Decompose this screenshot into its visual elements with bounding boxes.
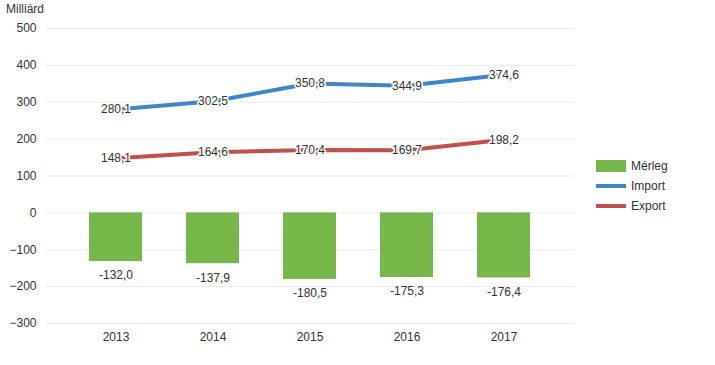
svg-text:-137,9: -137,9 bbox=[196, 271, 230, 285]
svg-text:302,5: 302,5 bbox=[198, 94, 228, 108]
svg-text:400: 400 bbox=[16, 58, 36, 72]
svg-text:170,4: 170,4 bbox=[295, 143, 325, 157]
svg-text:148,1: 148,1 bbox=[101, 151, 131, 165]
svg-text:2015: 2015 bbox=[297, 330, 324, 344]
svg-text:344,9: 344,9 bbox=[392, 79, 422, 93]
svg-text:280,1: 280,1 bbox=[101, 102, 131, 116]
svg-text:100: 100 bbox=[16, 169, 36, 183]
svg-text:169,7: 169,7 bbox=[392, 143, 422, 157]
html-text:Milliárd: Milliárd bbox=[6, 2, 44, 16]
svg-text:-176,4: -176,4 bbox=[487, 285, 521, 299]
svg-text:500: 500 bbox=[16, 21, 36, 35]
svg-text:350,8: 350,8 bbox=[295, 76, 325, 90]
html-text:Mérleg: Mérleg bbox=[631, 158, 668, 173]
svg-text:-132,0: -132,0 bbox=[99, 268, 133, 282]
svg-text:2017: 2017 bbox=[491, 330, 518, 344]
svg-text:2013: 2013 bbox=[103, 330, 130, 344]
svg-text:−300: −300 bbox=[9, 316, 36, 330]
svg-text:198,2: 198,2 bbox=[489, 133, 519, 147]
svg-text:-180,5: -180,5 bbox=[293, 286, 327, 300]
svg-text:2016: 2016 bbox=[394, 330, 421, 344]
svg-text:2014: 2014 bbox=[200, 330, 227, 344]
html-text:Export: Export bbox=[631, 198, 666, 213]
svg-text:−100: −100 bbox=[9, 243, 36, 257]
svg-text:300: 300 bbox=[16, 95, 36, 109]
svg-text:200: 200 bbox=[16, 132, 36, 146]
html-text:Import: Import bbox=[631, 178, 665, 193]
svg-text:374,6: 374,6 bbox=[489, 68, 519, 82]
svg-text:-175,3: -175,3 bbox=[390, 284, 424, 298]
svg-text:164,6: 164,6 bbox=[198, 145, 228, 159]
svg-text:0: 0 bbox=[30, 206, 37, 220]
svg-text:−200: −200 bbox=[9, 279, 36, 293]
